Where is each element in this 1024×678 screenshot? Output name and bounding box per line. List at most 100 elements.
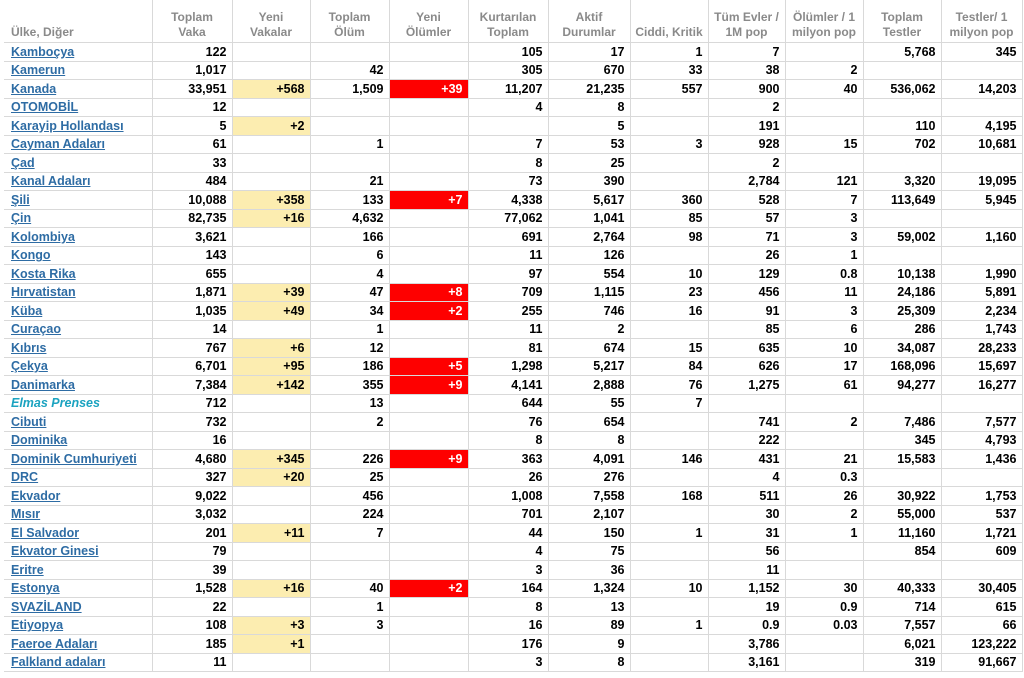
cell-new-cases: +49	[232, 301, 311, 321]
cell-country[interactable]: OTOMOBİL	[4, 98, 153, 117]
header-active-cases[interactable]: Aktif Durumlar	[548, 0, 631, 43]
cell-total-deaths: 4	[310, 264, 390, 284]
cell-total-recovered: 7	[468, 135, 549, 154]
header-total-tests[interactable]: Toplam Testler	[863, 0, 942, 43]
cell-new-cases	[232, 61, 311, 80]
cell-active-cases: 13	[548, 597, 631, 617]
cell-active-cases: 25	[548, 153, 631, 173]
cell-country[interactable]: Elmas Prenses	[4, 394, 153, 413]
cell-tests-per-1m: 1,990	[941, 264, 1023, 284]
cell-serious-critical: 1	[630, 42, 709, 62]
cell-country[interactable]: Şili	[4, 190, 153, 210]
cell-new-deaths	[389, 431, 469, 450]
cell-total-recovered: 11	[468, 320, 549, 339]
cell-active-cases: 8	[548, 431, 631, 450]
table-row: Danimarka 7,384 +142 355 +9 4,141 2,888 76 1,275…	[4, 375, 1023, 395]
cell-serious-critical: 33	[630, 61, 709, 80]
cell-new-cases	[232, 172, 311, 191]
cell-country[interactable]: Kosta Rika	[4, 264, 153, 284]
cell-country[interactable]: Küba	[4, 301, 153, 321]
cell-country[interactable]: Dominik Cumhuriyeti	[4, 449, 153, 469]
cell-total-cases: 108	[152, 616, 233, 635]
cell-deaths-per-1m: 7	[785, 190, 864, 210]
cell-deaths-per-1m: 0.03	[785, 616, 864, 635]
cell-country[interactable]: Kongo	[4, 246, 153, 265]
cell-deaths-per-1m: 15	[785, 135, 864, 154]
cell-cases-per-1m: 91	[708, 301, 786, 321]
cell-country[interactable]: Kanada	[4, 79, 153, 99]
header-cases-per-1m[interactable]: Tüm Evler / 1M pop	[708, 0, 786, 43]
cell-new-deaths	[389, 560, 469, 580]
cell-total-recovered: 11	[468, 246, 549, 265]
header-total-recovered[interactable]: Kurtarılan Toplam	[468, 0, 549, 43]
cell-total-tests: 15,583	[863, 449, 942, 469]
cell-country[interactable]: Ekvador	[4, 486, 153, 506]
cell-country[interactable]: Kamerun	[4, 61, 153, 80]
cell-deaths-per-1m	[785, 394, 864, 413]
cell-total-tests	[863, 61, 942, 80]
cell-country[interactable]: Faeroe Adaları	[4, 634, 153, 654]
header-new-cases[interactable]: Yeni Vakalar	[232, 0, 311, 43]
cell-active-cases: 5,217	[548, 357, 631, 376]
cell-deaths-per-1m: 0.3	[785, 468, 864, 487]
cell-country[interactable]: Kolombiya	[4, 227, 153, 247]
cell-deaths-per-1m: 30	[785, 579, 864, 598]
header-new-deaths[interactable]: Yeni Ölümler	[389, 0, 469, 43]
cell-serious-critical: 1	[630, 616, 709, 635]
cell-tests-per-1m	[941, 468, 1023, 487]
cell-new-deaths	[389, 505, 469, 524]
cell-country[interactable]: Estonya	[4, 579, 153, 598]
cell-country[interactable]: Kıbrıs	[4, 338, 153, 358]
cell-serious-critical: 15	[630, 338, 709, 358]
cell-country[interactable]: Karayip Hollandası	[4, 116, 153, 136]
cell-new-cases	[232, 264, 311, 284]
cell-country[interactable]: Cibuti	[4, 412, 153, 432]
cell-country[interactable]: DRC	[4, 468, 153, 487]
cell-country[interactable]: SVAZİLAND	[4, 597, 153, 617]
cell-country[interactable]: Eritre	[4, 560, 153, 580]
cell-new-cases	[232, 560, 311, 580]
cell-cases-per-1m: 129	[708, 264, 786, 284]
cell-total-recovered: 44	[468, 523, 549, 543]
cell-country[interactable]: Kanal Adaları	[4, 172, 153, 191]
cell-total-deaths	[310, 98, 390, 117]
cell-total-recovered: 8	[468, 597, 549, 617]
cell-cases-per-1m: 222	[708, 431, 786, 450]
cell-country[interactable]: Çekya	[4, 357, 153, 376]
cell-country[interactable]: Etiyopya	[4, 616, 153, 635]
cell-country[interactable]: Mısır	[4, 505, 153, 524]
cell-new-cases: +16	[232, 209, 311, 228]
cell-country[interactable]: Kamboçya	[4, 42, 153, 62]
cell-country[interactable]: Ekvator Ginesi	[4, 542, 153, 561]
cell-active-cases: 654	[548, 412, 631, 432]
cell-active-cases: 8	[548, 98, 631, 117]
cell-total-deaths: 47	[310, 283, 390, 302]
cell-tests-per-1m: 4,793	[941, 431, 1023, 450]
cell-country[interactable]: Curaçao	[4, 320, 153, 339]
header-country[interactable]: Ülke, Diğer	[4, 0, 153, 43]
cell-total-cases: 185	[152, 634, 233, 654]
header-serious-critical[interactable]: Ciddi, Kritik	[630, 0, 709, 43]
header-total-cases[interactable]: Toplam Vaka	[152, 0, 233, 43]
cell-active-cases: 21,235	[548, 79, 631, 99]
header-deaths-per-1m[interactable]: Ölümler / 1 milyon pop	[785, 0, 864, 43]
cell-country[interactable]: Çad	[4, 153, 153, 173]
cell-country[interactable]: Danimarka	[4, 375, 153, 395]
cell-cases-per-1m: 741	[708, 412, 786, 432]
cell-country[interactable]: Çin	[4, 209, 153, 228]
cell-country[interactable]: Hırvatistan	[4, 283, 153, 302]
cell-country[interactable]: Cayman Adaları	[4, 135, 153, 154]
cell-deaths-per-1m: 0.9	[785, 597, 864, 617]
header-tests-per-1m[interactable]: Testler/ 1 milyon pop	[941, 0, 1023, 43]
cell-tests-per-1m: 345	[941, 42, 1023, 62]
cell-cases-per-1m: 38	[708, 61, 786, 80]
cell-country[interactable]: Falkland adaları	[4, 653, 153, 672]
header-total-deaths[interactable]: Toplam Ölüm	[310, 0, 390, 43]
cell-total-deaths	[310, 42, 390, 62]
cell-active-cases: 55	[548, 394, 631, 413]
cell-new-cases: +1	[232, 634, 311, 654]
cell-new-cases: +568	[232, 79, 311, 99]
cell-country[interactable]: El Salvador	[4, 523, 153, 543]
cell-new-deaths	[389, 634, 469, 654]
cell-country[interactable]: Dominika	[4, 431, 153, 450]
